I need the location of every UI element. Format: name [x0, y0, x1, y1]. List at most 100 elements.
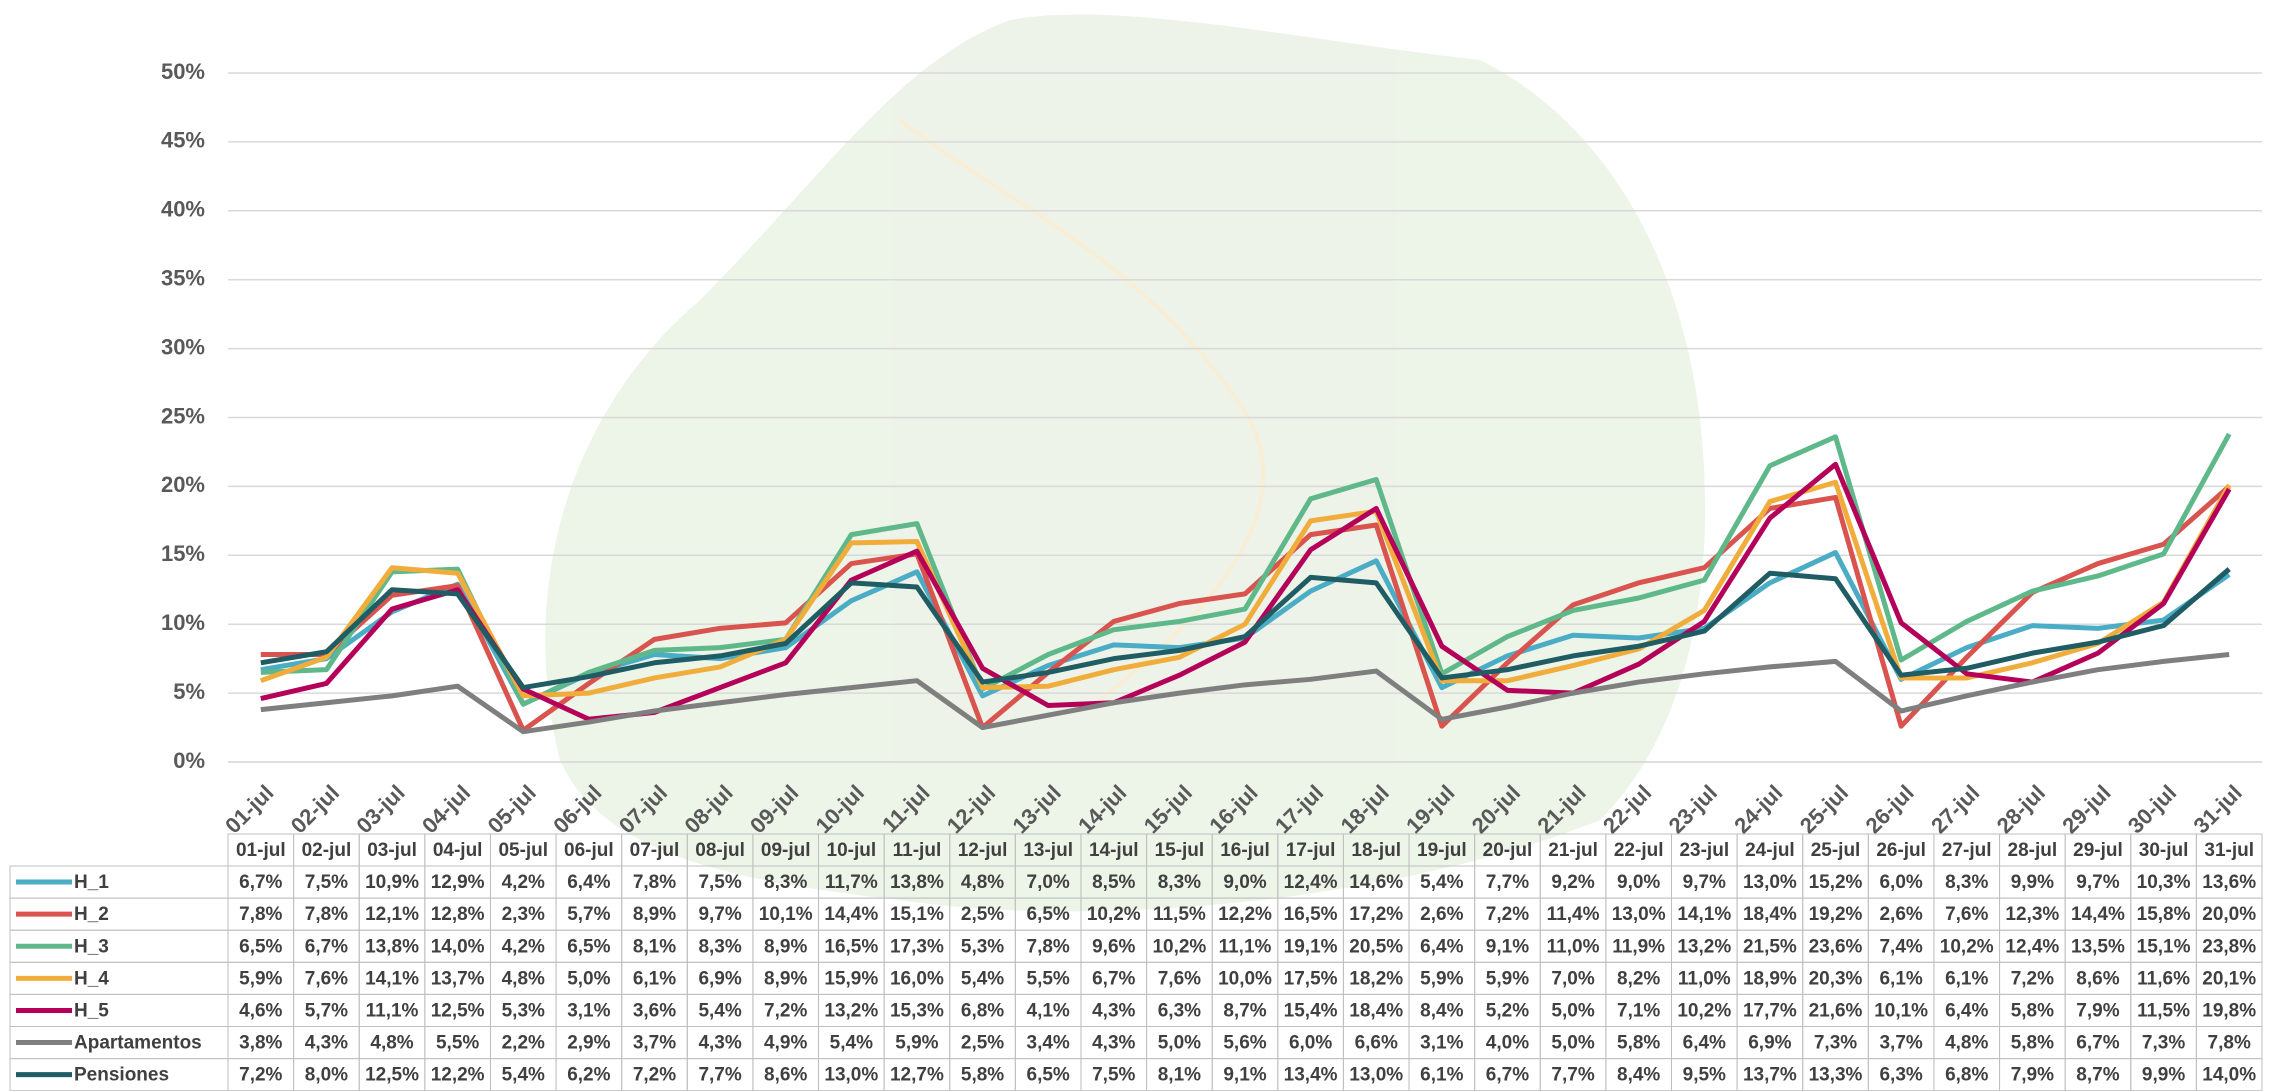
x-tick-label: 03-jul	[351, 780, 409, 838]
table-value: 12,5%	[365, 1065, 419, 1086]
table-header-label: 15-jul	[1155, 840, 1205, 861]
table-value: 9,6%	[1092, 936, 1135, 957]
table-value: 15,8%	[2137, 904, 2191, 925]
table-value: 9,1%	[1223, 1065, 1266, 1086]
table-value: 12,4%	[2005, 936, 2059, 957]
table-header-label: 21-jul	[1548, 840, 1598, 861]
table-value: 5,9%	[1486, 968, 1529, 989]
x-tick-label: 05-jul	[483, 780, 541, 838]
table-value: 5,8%	[2011, 1033, 2054, 1054]
table-header-label: 24-jul	[1745, 840, 1795, 861]
table-value: 3,7%	[1879, 1033, 1922, 1054]
x-tick-label: 29-jul	[2057, 780, 2115, 838]
table-header-label: 22-jul	[1614, 840, 1664, 861]
table-value: 4,9%	[764, 1033, 807, 1054]
table-header-label: 31-jul	[2204, 840, 2254, 861]
table-value: 12,1%	[365, 904, 419, 925]
table-value: 5,8%	[2011, 1000, 2054, 1021]
table-value: 9,9%	[2011, 872, 2054, 893]
table-value: 13,0%	[824, 1065, 878, 1086]
table-value: 18,4%	[1743, 904, 1797, 925]
table-value: 14,1%	[1677, 904, 1731, 925]
table-value: 15,1%	[2137, 936, 2191, 957]
table-value: 7,5%	[1092, 1065, 1135, 1086]
table-value: 4,8%	[961, 872, 1004, 893]
table-value: 6,9%	[1748, 1033, 1791, 1054]
table-value: 10,2%	[1940, 936, 1994, 957]
table-value: 5,7%	[305, 1000, 348, 1021]
table-value: 2,5%	[961, 904, 1004, 925]
table-value: 11,0%	[1678, 968, 1731, 989]
table-value: 4,8%	[370, 1033, 413, 1054]
table-value: 14,4%	[824, 904, 878, 925]
x-tick-label: 24-jul	[1729, 780, 1787, 838]
map-island	[545, 15, 1705, 912]
table-value: 5,9%	[1420, 968, 1463, 989]
table-value: 2,3%	[502, 904, 545, 925]
table-value: 7,2%	[1486, 904, 1529, 925]
x-tick-label: 01-jul	[220, 780, 278, 838]
table-value: 6,1%	[1879, 968, 1922, 989]
table-value: 7,7%	[698, 1065, 741, 1086]
y-tick-label: 15%	[161, 541, 205, 566]
table-header-label: 01-jul	[236, 840, 286, 861]
table-value: 7,2%	[764, 1000, 807, 1021]
table-value: 8,0%	[305, 1065, 348, 1086]
table-value: 14,1%	[365, 968, 419, 989]
table-value: 7,3%	[2142, 1033, 2185, 1054]
table-value: 5,9%	[895, 1033, 938, 1054]
table-value: 5,0%	[1551, 1033, 1594, 1054]
table-value: 21,6%	[1809, 1000, 1863, 1021]
table-value: 7,7%	[1551, 1065, 1594, 1086]
table-value: 15,1%	[890, 904, 944, 925]
table-value: 17,3%	[890, 936, 944, 957]
table-value: 9,0%	[1617, 872, 1660, 893]
table-value: 8,3%	[1158, 872, 1201, 893]
table-value: 11,1%	[1219, 936, 1272, 957]
table-value: 13,0%	[1743, 872, 1797, 893]
table-value: 6,8%	[961, 1000, 1004, 1021]
table-value: 8,7%	[2076, 1065, 2119, 1086]
legend-label: H_2	[74, 904, 109, 925]
table-value: 7,6%	[305, 968, 348, 989]
table-value: 9,9%	[2142, 1065, 2185, 1086]
table-header-label: 09-jul	[761, 840, 811, 861]
table-value: 4,3%	[1092, 1000, 1135, 1021]
table-header-label: 05-jul	[498, 840, 548, 861]
legend-label: Pensiones	[74, 1065, 169, 1086]
y-tick-label: 40%	[161, 197, 205, 222]
table-value: 6,1%	[1420, 1065, 1463, 1086]
table-value: 6,7%	[1486, 1065, 1529, 1086]
table-header-label: 26-jul	[1876, 840, 1926, 861]
table-value: 7,2%	[239, 1065, 282, 1086]
table-value: 7,0%	[1551, 968, 1594, 989]
table-header-label: 30-jul	[2139, 840, 2189, 861]
x-tick-label: 25-jul	[1795, 780, 1853, 838]
table-value: 8,2%	[1617, 968, 1660, 989]
table-value: 2,5%	[961, 1033, 1004, 1054]
table-value: 6,8%	[1945, 1065, 1988, 1086]
table-value: 12,7%	[890, 1065, 944, 1086]
table-value: 15,2%	[1809, 872, 1863, 893]
table-value: 6,4%	[1683, 1033, 1726, 1054]
table-value: 11,7%	[825, 872, 878, 893]
table-value: 2,9%	[567, 1033, 610, 1054]
table-header-label: 25-jul	[1811, 840, 1861, 861]
table-value: 5,4%	[698, 1000, 741, 1021]
table-value: 4,0%	[1486, 1033, 1529, 1054]
table-value: 11,4%	[1547, 904, 1600, 925]
table-value: 4,1%	[1027, 1000, 1070, 1021]
table-value: 14,0%	[2202, 1065, 2256, 1086]
table-value: 6,9%	[698, 968, 741, 989]
table-value: 8,1%	[1158, 1065, 1201, 1086]
table-value: 7,5%	[698, 872, 741, 893]
table-value: 7,8%	[1027, 936, 1070, 957]
y-tick-label: 30%	[161, 334, 205, 359]
table-value: 7,7%	[1486, 872, 1529, 893]
table-header-label: 13-jul	[1023, 840, 1073, 861]
table-value: 10,9%	[365, 872, 419, 893]
table-value: 7,8%	[2208, 1033, 2251, 1054]
table-header-label: 14-jul	[1089, 840, 1139, 861]
table-value: 8,9%	[764, 936, 807, 957]
table-value: 4,2%	[502, 872, 545, 893]
